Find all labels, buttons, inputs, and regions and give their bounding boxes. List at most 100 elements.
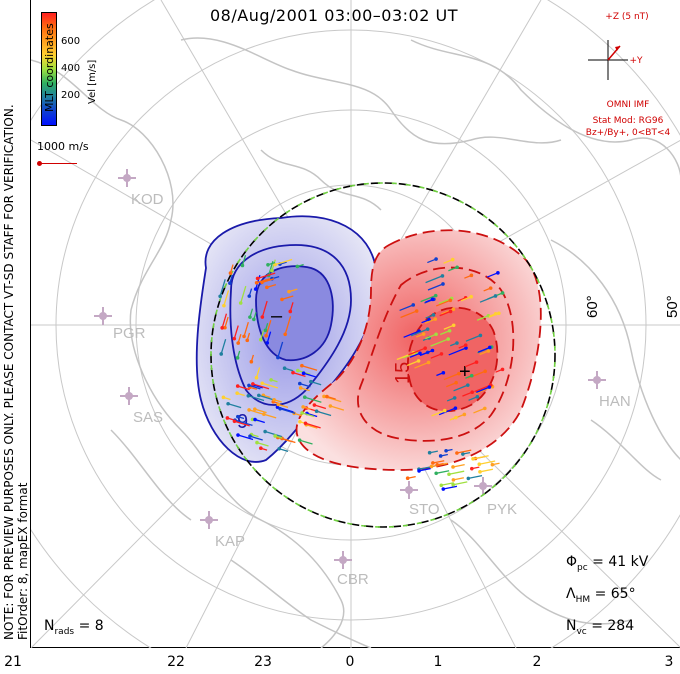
- velocity-vector-origin: [451, 465, 455, 469]
- velocity-vector: [409, 352, 421, 358]
- velocity-vector: [473, 407, 486, 414]
- velocity-vector: [316, 410, 332, 417]
- velocity-vector-origin: [240, 263, 245, 268]
- velocity-vector-origin: [301, 405, 305, 409]
- velocity-vector: [330, 405, 345, 411]
- velocity-vector-origin: [493, 294, 498, 298]
- mlt-label: 21: [4, 654, 22, 670]
- velocity-vector-origin: [478, 333, 483, 338]
- colorbar-tick: 600: [61, 36, 81, 47]
- velocity-vector-origin: [418, 351, 422, 356]
- velocity-vector-origin: [423, 346, 428, 350]
- velocity-vector-origin: [466, 383, 470, 387]
- velocity-vector: [430, 353, 442, 359]
- velocity-vector-origin: [431, 313, 436, 317]
- velocity-vector-origin: [455, 265, 459, 270]
- velocity-vector: [227, 403, 242, 409]
- velocity-vector-origin: [259, 446, 263, 451]
- velocity-vector: [219, 279, 226, 297]
- velocity-vector-origin: [434, 257, 438, 261]
- velocity-vector-origin: [257, 393, 261, 398]
- velocity-vector-origin: [470, 466, 474, 471]
- velocity-vector-origin: [251, 382, 255, 386]
- velocity-vector-origin: [262, 412, 266, 417]
- velocity-vector-origin: [446, 337, 451, 341]
- velocity-vector-origin: [478, 470, 482, 474]
- velocity-vector-origin: [444, 448, 448, 453]
- velocity-vector-origin: [276, 402, 281, 407]
- velocity-vector-origin: [282, 366, 287, 371]
- hm-boundary-green: [210, 182, 556, 528]
- velocity-vector-origin: [225, 416, 230, 420]
- velocity-vector-origin: [427, 450, 432, 455]
- mlt-label: 0: [345, 654, 355, 670]
- mlt-label: 2: [532, 654, 542, 670]
- velocity-vector-origin: [455, 451, 459, 455]
- velocity-vector-origin: [235, 391, 239, 396]
- velocity-vector: [305, 422, 321, 429]
- velocity-vector-origin: [228, 271, 233, 275]
- velocity-vector-origin: [451, 307, 456, 311]
- velocity-vector-origin: [450, 257, 455, 262]
- velocity-vector: [274, 258, 293, 266]
- velocity-vector-origin: [461, 452, 465, 456]
- potential-minimum-marker: –: [271, 305, 283, 327]
- velocity-vector: [424, 318, 436, 324]
- station-label: KAP: [215, 533, 245, 550]
- velocity-vector: [279, 408, 296, 414]
- velocity-vector: [420, 295, 436, 303]
- velocity-vector-origin: [232, 419, 237, 424]
- velocity-vector-origin: [254, 280, 259, 285]
- velocity-vector-origin: [303, 421, 308, 426]
- velocity-vector-origin: [253, 407, 257, 411]
- velocity-vector-origin: [265, 341, 270, 345]
- velocity-vector-origin: [464, 346, 468, 350]
- velocity-vector: [301, 412, 315, 418]
- velocity-vector-origin: [441, 370, 446, 375]
- velocity-vector: [487, 272, 499, 278]
- velocity-vector-origin: [238, 301, 243, 305]
- velocity-vector-origin: [469, 294, 474, 299]
- velocity-vector-origin: [297, 438, 302, 442]
- velocity-vector-origin: [470, 390, 474, 394]
- velocity-vector: [233, 325, 239, 339]
- velocity-vector-origin: [439, 483, 444, 488]
- velocity-vector-origin: [447, 328, 452, 333]
- velocity-vector: [476, 315, 489, 321]
- velocity-vector: [258, 394, 274, 401]
- velocity-vector-origin: [232, 336, 237, 341]
- velocity-vector-origin: [490, 462, 495, 467]
- velocity-vector-origin: [487, 345, 492, 350]
- velocity-vector-origin: [277, 446, 282, 451]
- velocity-vector-origin: [477, 462, 482, 467]
- mlt-label: 3: [664, 654, 674, 670]
- velocity-vector: [248, 395, 265, 402]
- velocity-vector: [432, 460, 445, 464]
- velocity-vector-origin: [496, 271, 500, 275]
- velocity-vector-origin: [431, 461, 435, 465]
- velocity-vector-origin: [463, 343, 468, 347]
- imf-condition: Bz+/By+, 0<BT<4: [585, 128, 671, 138]
- velocity-vector-origin: [457, 371, 461, 376]
- velocity-vector-origin: [451, 478, 456, 482]
- map-plot-area: KOD PGR SAS KAP CBR HAN STO PYK 60° 50°: [30, 0, 680, 648]
- velocity-vector-origin: [487, 385, 492, 389]
- velocity-vectors: [218, 255, 505, 491]
- map-title: 08/Aug/2001 03:00–03:02 UT: [210, 6, 458, 25]
- velocity-vector-origin: [425, 327, 430, 331]
- velocity-vector-origin: [255, 276, 260, 281]
- velocity-vector-origin: [263, 429, 267, 434]
- velocity-vector-origin: [222, 303, 226, 308]
- velocity-vector: [414, 361, 429, 369]
- velocity-vector: [256, 441, 269, 447]
- velocity-vector-origin: [435, 463, 439, 467]
- velocity-vector: [453, 481, 468, 486]
- velocity-vector: [408, 347, 426, 356]
- velocity-vector-origin: [272, 397, 276, 402]
- mlt-label: 23: [254, 654, 272, 670]
- velocity-vector-origin: [451, 482, 455, 487]
- velocity-vector-origin: [441, 487, 446, 491]
- velocity-vector: [438, 407, 456, 416]
- velocity-vector: [265, 319, 272, 336]
